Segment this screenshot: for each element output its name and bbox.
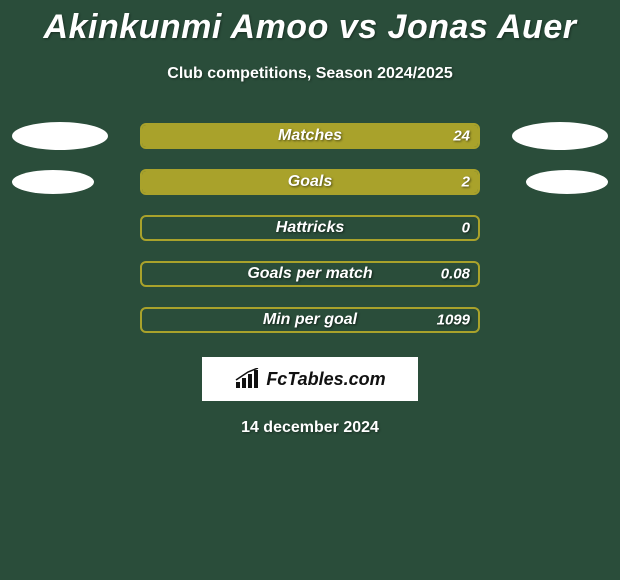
- stat-row: Min per goal 1099: [0, 297, 620, 343]
- stat-label: Goals: [288, 173, 332, 191]
- stat-row: Goals per match 0.08: [0, 251, 620, 297]
- player-right-marker: [526, 170, 608, 194]
- chart-icon: [234, 368, 260, 390]
- page-title: Akinkunmi Amoo vs Jonas Auer: [0, 0, 620, 47]
- stat-bar-track: Min per goal 1099: [140, 307, 480, 333]
- stat-label: Matches: [278, 127, 342, 145]
- stat-bar-track: Hattricks 0: [140, 215, 480, 241]
- stat-row: Matches 24: [0, 113, 620, 159]
- date-label: 14 december 2024: [0, 419, 620, 437]
- stat-label: Min per goal: [263, 311, 357, 329]
- stat-value: 0: [462, 220, 470, 237]
- stat-row: Hattricks 0: [0, 205, 620, 251]
- stat-value: 0.08: [441, 266, 470, 283]
- logo-text: FcTables.com: [266, 369, 385, 390]
- page-subtitle: Club competitions, Season 2024/2025: [0, 65, 620, 83]
- stat-row: Goals 2: [0, 159, 620, 205]
- stat-label: Goals per match: [247, 265, 372, 283]
- stat-value: 1099: [437, 312, 470, 329]
- player-left-marker: [12, 122, 108, 150]
- logo-box: FcTables.com: [202, 357, 418, 401]
- stats-container: Matches 24 Goals 2 Hattricks 0 Goals per…: [0, 113, 620, 343]
- stat-bar-track: Goals per match 0.08: [140, 261, 480, 287]
- player-left-marker: [12, 170, 94, 194]
- stat-bar-track: Goals 2: [140, 169, 480, 195]
- stat-value: 2: [462, 174, 470, 191]
- stat-value: 24: [453, 128, 470, 145]
- player-right-marker: [512, 122, 608, 150]
- stat-bar-track: Matches 24: [140, 123, 480, 149]
- stat-label: Hattricks: [276, 219, 344, 237]
